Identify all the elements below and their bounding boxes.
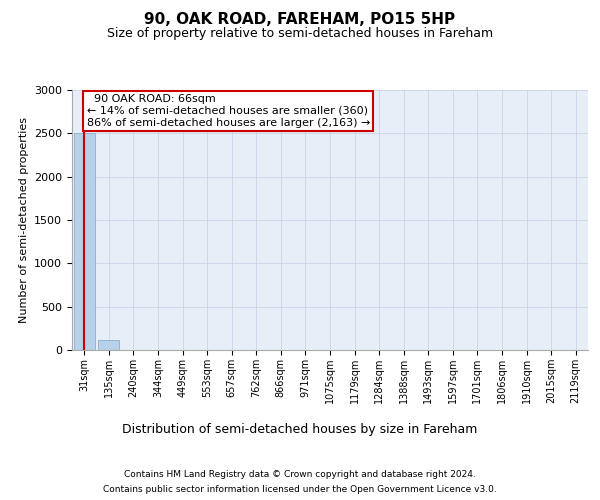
Y-axis label: Number of semi-detached properties: Number of semi-detached properties — [19, 117, 29, 323]
Text: Contains HM Land Registry data © Crown copyright and database right 2024.: Contains HM Land Registry data © Crown c… — [124, 470, 476, 479]
Text: 90, OAK ROAD, FAREHAM, PO15 5HP: 90, OAK ROAD, FAREHAM, PO15 5HP — [145, 12, 455, 28]
Text: Size of property relative to semi-detached houses in Fareham: Size of property relative to semi-detach… — [107, 28, 493, 40]
Text: 90 OAK ROAD: 66sqm
← 14% of semi-detached houses are smaller (360)
86% of semi-d: 90 OAK ROAD: 66sqm ← 14% of semi-detache… — [87, 94, 370, 128]
Bar — [74, 134, 95, 350]
Bar — [98, 340, 119, 350]
Text: Distribution of semi-detached houses by size in Fareham: Distribution of semi-detached houses by … — [122, 422, 478, 436]
Text: Contains public sector information licensed under the Open Government Licence v3: Contains public sector information licen… — [103, 485, 497, 494]
